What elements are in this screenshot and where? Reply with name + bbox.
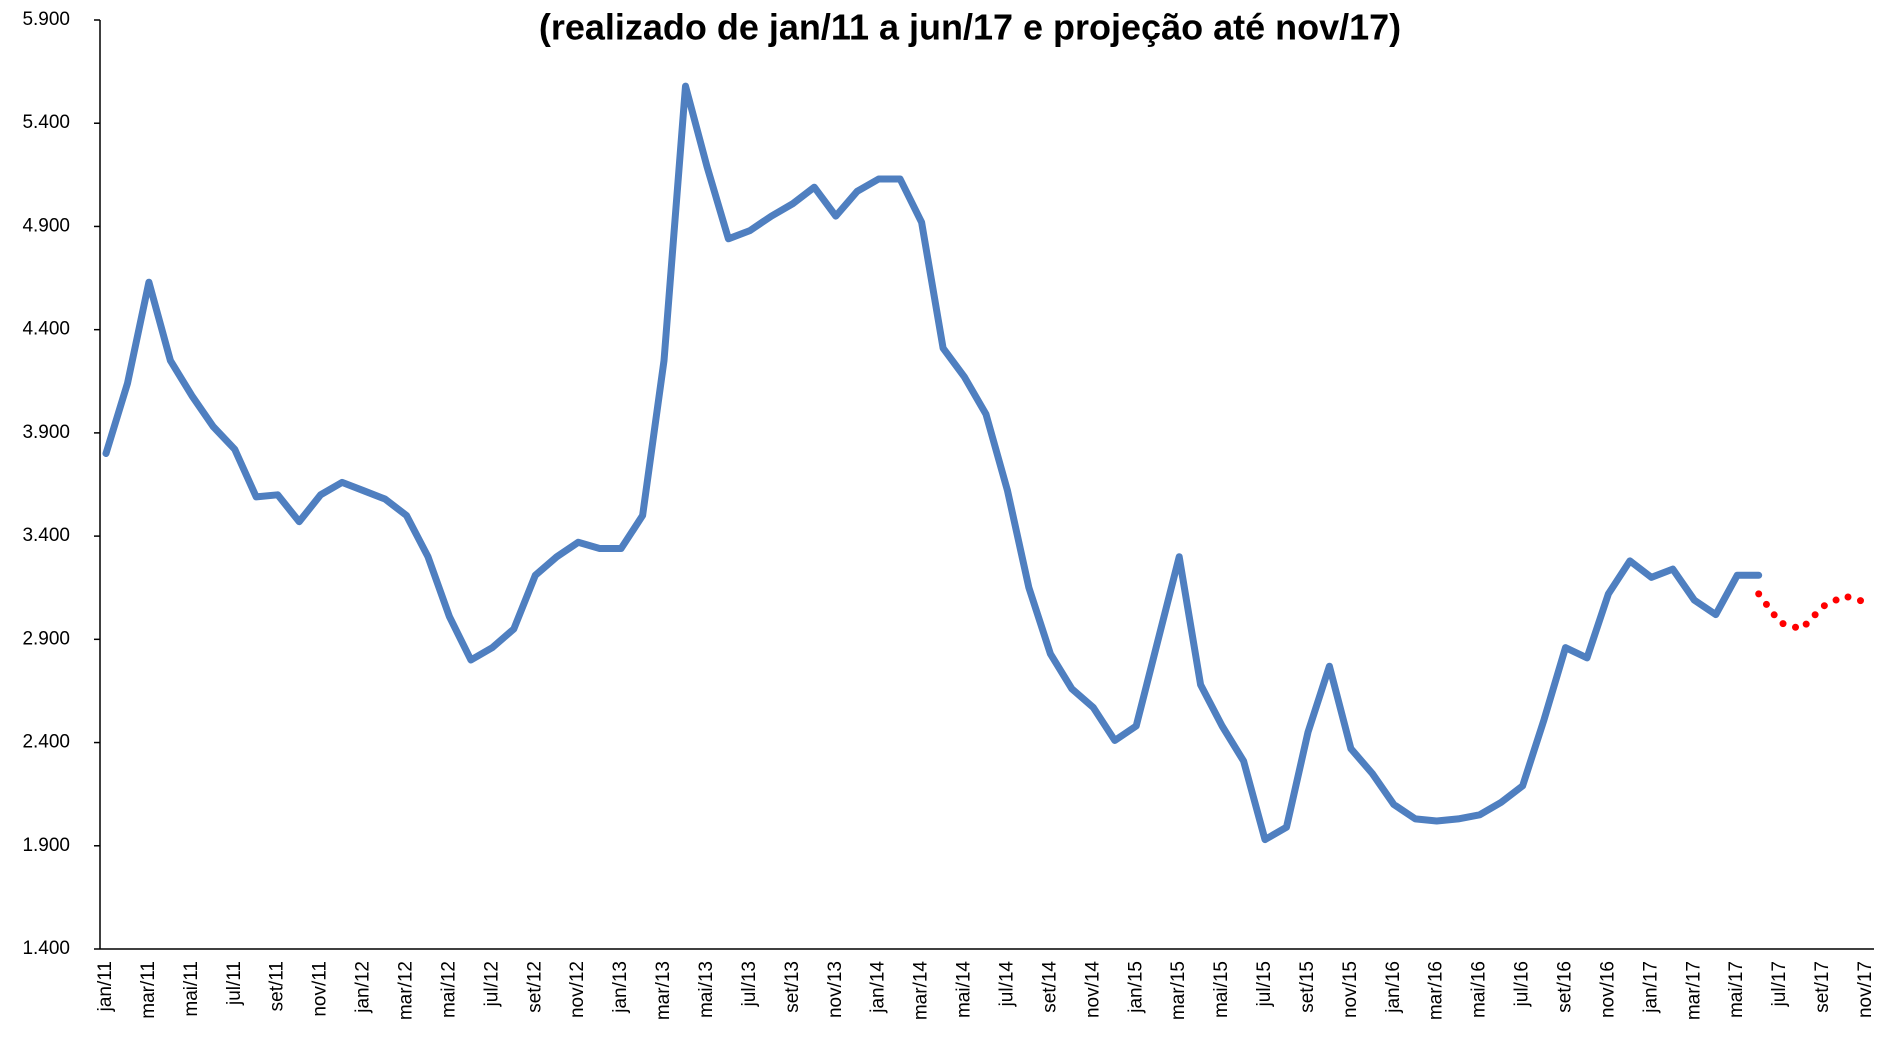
x-tick-label: mar/12 — [396, 961, 417, 1020]
y-tick-label: 1.900 — [22, 835, 70, 856]
x-tick-label: jul/16 — [1512, 961, 1533, 1007]
y-tick-label: 2.900 — [22, 628, 70, 649]
x-tick-label: mar/14 — [911, 961, 932, 1021]
x-tick-label: jul/15 — [1254, 961, 1275, 1007]
x-tick-label: nov/17 — [1855, 961, 1876, 1018]
x-tick-label: nov/11 — [310, 961, 331, 1017]
x-tick-label: mar/11 — [138, 961, 159, 1019]
x-tick-label: mar/15 — [1168, 961, 1189, 1020]
x-tick-label: jul/13 — [739, 961, 760, 1007]
x-tick-label: set/12 — [524, 961, 545, 1013]
x-tick-label: set/17 — [1812, 961, 1833, 1013]
x-tick-label: set/13 — [782, 961, 803, 1013]
x-tick-label: jan/17 — [1640, 961, 1661, 1014]
y-tick-label: 4.400 — [22, 319, 70, 340]
x-tick-label: mai/11 — [181, 961, 202, 1017]
x-tick-label: set/15 — [1297, 961, 1318, 1013]
x-tick-label: jan/12 — [353, 961, 374, 1014]
x-tick-label: jul/17 — [1769, 961, 1790, 1007]
y-tick-label: 3.400 — [22, 525, 70, 546]
x-tick-label: mai/13 — [696, 961, 717, 1018]
y-tick-label: 5.400 — [22, 112, 70, 133]
x-tick-label: mai/12 — [438, 961, 459, 1018]
y-tick-label: 4.900 — [22, 215, 70, 236]
x-tick-label: jul/11 — [224, 961, 245, 1006]
x-tick-label: set/11 — [267, 961, 288, 1011]
y-tick-label: 3.900 — [22, 422, 70, 443]
x-tick-label: mai/14 — [954, 961, 975, 1018]
x-tick-label: jul/12 — [481, 961, 502, 1007]
x-tick-label: jan/16 — [1383, 961, 1404, 1014]
y-tick-label: 1.400 — [22, 938, 70, 959]
x-tick-label: mai/15 — [1211, 961, 1232, 1018]
x-tick-label: set/16 — [1555, 961, 1576, 1013]
x-tick-label: mar/16 — [1426, 961, 1447, 1020]
chart-title: (realizado de jan/11 a jun/17 e projeção… — [539, 7, 1401, 48]
x-tick-label: mar/13 — [653, 961, 674, 1020]
chart: (realizado de jan/11 a jun/17 e projeção… — [0, 0, 1881, 1051]
x-tick-label: nov/14 — [1082, 961, 1103, 1018]
x-tick-label: nov/15 — [1340, 961, 1361, 1018]
x-tick-label: nov/13 — [825, 961, 846, 1018]
x-tick-label: mai/17 — [1726, 961, 1747, 1018]
x-tick-label: jan/11 — [95, 961, 116, 1012]
x-tick-label: jul/14 — [996, 961, 1017, 1008]
x-tick-label: jan/13 — [610, 961, 631, 1014]
x-tick-label: set/14 — [1039, 961, 1060, 1013]
x-tick-label: jan/14 — [868, 961, 889, 1014]
y-tick-label: 5.900 — [22, 9, 70, 30]
series-line — [106, 86, 1759, 840]
x-tick-label: jan/15 — [1125, 961, 1146, 1014]
x-tick-label: mai/16 — [1469, 961, 1490, 1018]
y-tick-label: 2.400 — [22, 732, 70, 753]
series-line — [1759, 594, 1866, 629]
x-tick-label: nov/12 — [567, 961, 588, 1018]
x-tick-label: mar/17 — [1683, 961, 1704, 1020]
x-tick-label: nov/16 — [1597, 961, 1618, 1018]
